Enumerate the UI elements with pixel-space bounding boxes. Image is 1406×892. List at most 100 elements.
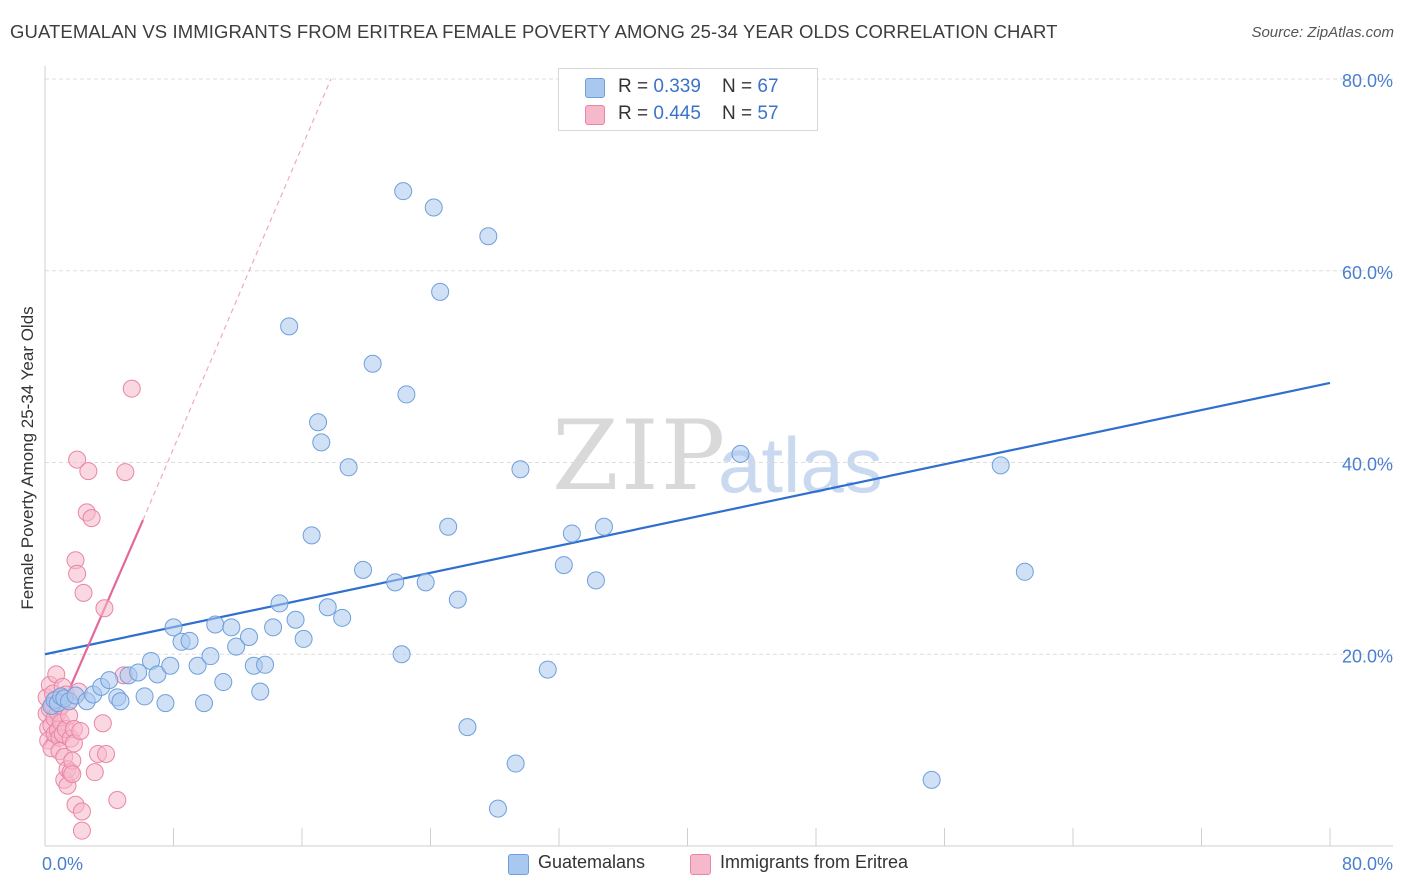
eritrea-point xyxy=(68,564,87,583)
guatemalan-point xyxy=(458,718,477,737)
guatemalan-point xyxy=(488,799,507,818)
eritrea-point xyxy=(93,714,112,733)
watermark-zip: ZIP xyxy=(552,400,728,512)
stats-legend: R = 0.339 N = 67 R = 0.445 N = 57 xyxy=(558,68,818,131)
guatemalan-point xyxy=(922,770,941,789)
y-axis-label: Female Poverty Among 25-34 Year Olds xyxy=(18,306,37,610)
guatemalan-point xyxy=(562,524,581,543)
legend-swatch-pink xyxy=(690,854,711,875)
legend-label: Guatemalans xyxy=(538,852,646,872)
x-tick-label-min: 0.0% xyxy=(42,854,83,874)
guatemalan-point xyxy=(214,673,233,692)
guatemalan-point xyxy=(309,413,328,432)
series-legend: Guatemalans Immigrants from Eritrea xyxy=(0,852,1406,878)
guatemalan-point xyxy=(554,556,573,575)
n-value: 57 xyxy=(757,103,779,124)
guatemalan-point xyxy=(129,663,148,682)
guatemalan-point xyxy=(294,629,313,648)
y-tick-labels: 20.0% 40.0% 60.0% 80.0% xyxy=(1342,71,1393,666)
guatemalan-point xyxy=(270,594,289,613)
guatemalan-point xyxy=(206,615,225,634)
guatemalan-point xyxy=(318,598,337,617)
y-tick-label: 40.0% xyxy=(1342,455,1393,475)
guatemalan-point xyxy=(479,227,498,246)
eritrea-point xyxy=(116,463,135,482)
guatemalan-point xyxy=(333,608,352,627)
guatemalan-point xyxy=(386,573,405,592)
eritrea-point xyxy=(68,450,87,469)
series-guatemalans-points xyxy=(42,182,1034,818)
eritrea-point xyxy=(72,802,91,821)
guatemalan-point xyxy=(180,631,199,650)
guatemalan-point xyxy=(302,526,321,545)
guatemalan-point xyxy=(312,433,331,452)
eritrea-point xyxy=(74,583,93,602)
guatemalan-point xyxy=(448,590,467,609)
legend-swatch-blue xyxy=(508,854,529,875)
trendline-eritrea-extension xyxy=(142,78,332,521)
guatemalan-point xyxy=(392,645,411,664)
y-tick-label: 20.0% xyxy=(1342,646,1393,666)
guatemalan-point xyxy=(222,618,241,637)
guatemalan-point xyxy=(991,456,1010,475)
guatemalan-point xyxy=(100,671,119,690)
r-value: 0.445 xyxy=(653,103,701,124)
eritrea-point xyxy=(108,790,127,809)
guatemalan-point xyxy=(161,656,180,675)
guatemalan-point xyxy=(586,571,605,590)
guatemalan-point xyxy=(264,618,283,637)
legend-swatch-blue xyxy=(585,78,605,98)
guatemalan-point xyxy=(731,444,750,463)
eritrea-point xyxy=(72,821,91,840)
r-value: 0.339 xyxy=(653,76,701,97)
guatemalan-point xyxy=(397,385,416,404)
guatemalan-point xyxy=(354,560,373,579)
trendline-guatemalans xyxy=(44,381,1331,656)
r-label: R = xyxy=(618,103,654,124)
guatemalan-point xyxy=(439,517,458,536)
guatemalan-point xyxy=(431,282,450,301)
guatemalan-point xyxy=(416,573,435,592)
legend-label: Immigrants from Eritrea xyxy=(720,852,909,872)
eritrea-point xyxy=(122,379,141,398)
eritrea-point xyxy=(97,744,116,763)
series-eritrea-points xyxy=(37,379,141,840)
y-tick-label: 60.0% xyxy=(1342,263,1393,283)
eritrea-point xyxy=(85,763,104,782)
x-tick-label-max: 80.0% xyxy=(1342,854,1393,874)
y-tick-label: 80.0% xyxy=(1342,71,1393,91)
axes xyxy=(44,66,1393,847)
guatemalan-point xyxy=(195,694,214,713)
chart-title: GUATEMALAN VS IMMIGRANTS FROM ERITREA FE… xyxy=(10,21,1058,42)
n-value: 67 xyxy=(757,76,779,97)
guatemalan-point xyxy=(201,647,220,666)
guatemalan-point xyxy=(1015,562,1034,581)
source-label: Source: ZipAtlas.com xyxy=(1251,24,1394,41)
guatemalan-point xyxy=(394,182,413,201)
eritrea-point xyxy=(71,721,90,740)
n-label: N = xyxy=(722,103,758,124)
guatemalan-point xyxy=(256,655,275,674)
guatemalan-point xyxy=(227,637,246,656)
eritrea-point xyxy=(79,462,98,481)
n-label: N = xyxy=(722,76,758,97)
guatemalan-point xyxy=(363,354,382,373)
guatemalan-point xyxy=(594,517,613,536)
guatemalan-point xyxy=(156,694,175,713)
guatemalan-point xyxy=(164,618,183,637)
guatemalan-point xyxy=(280,317,299,336)
guatemalan-point xyxy=(506,754,525,773)
legend-swatch-pink xyxy=(585,105,605,125)
guatemalan-point xyxy=(511,460,530,479)
guatemalan-point xyxy=(339,458,358,477)
x-tick-labels: 0.0% 80.0% xyxy=(42,854,1393,874)
guatemalan-point xyxy=(538,660,557,679)
guatemalan-point xyxy=(239,627,258,646)
eritrea-point xyxy=(63,765,82,784)
guatemalan-point xyxy=(111,692,130,711)
guatemalan-point xyxy=(188,656,207,675)
r-label: R = xyxy=(618,76,654,97)
guatemalan-point xyxy=(135,687,154,706)
guatemalan-point xyxy=(251,682,270,701)
